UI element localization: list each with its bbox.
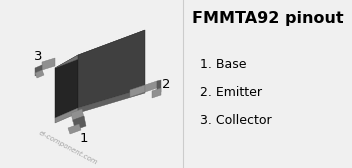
- Polygon shape: [152, 88, 161, 98]
- Polygon shape: [55, 30, 145, 68]
- Text: 3: 3: [34, 51, 42, 64]
- Polygon shape: [130, 85, 145, 97]
- Polygon shape: [71, 109, 84, 122]
- Text: 3. Collector: 3. Collector: [200, 115, 272, 128]
- Text: 1. Base: 1. Base: [200, 58, 246, 72]
- Polygon shape: [35, 65, 42, 76]
- Polygon shape: [42, 58, 55, 70]
- Polygon shape: [55, 108, 78, 123]
- Text: 2. Emitter: 2. Emitter: [200, 87, 262, 99]
- Polygon shape: [145, 81, 157, 92]
- Polygon shape: [55, 55, 78, 118]
- Polygon shape: [68, 124, 81, 134]
- Polygon shape: [35, 70, 44, 78]
- Text: el-component.com: el-component.com: [38, 130, 99, 166]
- Polygon shape: [73, 116, 86, 130]
- Polygon shape: [78, 88, 145, 113]
- Text: FMMTA92 pinout: FMMTA92 pinout: [192, 10, 344, 26]
- Text: 2: 2: [162, 77, 170, 91]
- Polygon shape: [78, 30, 145, 108]
- Polygon shape: [157, 80, 161, 93]
- Text: 1: 1: [80, 132, 88, 144]
